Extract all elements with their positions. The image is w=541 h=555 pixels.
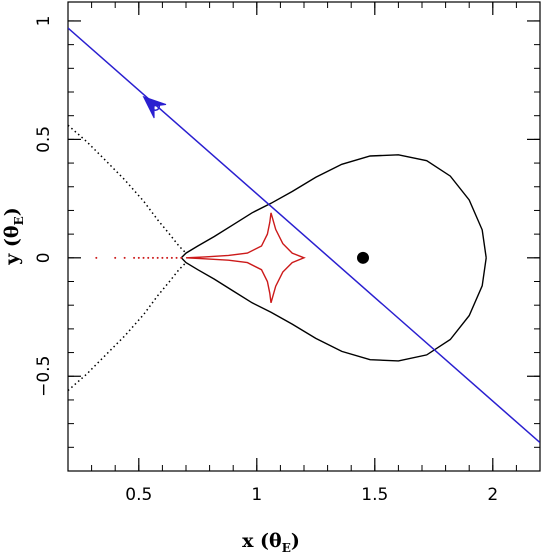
x-axis-label-main: x (θ	[242, 530, 282, 552]
x-axis-label-close: )	[291, 530, 300, 552]
source-trajectory-line	[68, 27, 540, 444]
direction-arrow-icon	[142, 95, 167, 119]
critical-curve-outer-upper	[68, 124, 187, 254]
y-axis-label-main: y (θ	[1, 225, 23, 265]
caustic-tail-dot	[161, 256, 164, 259]
y-tick-label: 0	[34, 252, 54, 263]
plot-content	[68, 27, 540, 444]
caustic-tail-dot	[95, 256, 98, 259]
x-axis-label: x (θE)	[242, 530, 300, 555]
y-tick-label: −0.5	[34, 356, 54, 397]
critical-curve	[180, 154, 487, 362]
caustic-tail-dot	[156, 256, 159, 259]
y-axis-label-close: )	[1, 207, 23, 216]
x-tick-label: 2	[487, 485, 498, 505]
svg-text:y (θE): y (θE)	[1, 207, 26, 265]
x-tick-label: 0.5	[125, 485, 152, 505]
caustic-curve	[185, 212, 306, 303]
y-axis-label-sub: E	[12, 216, 26, 225]
plot-frame	[67, 1, 541, 472]
caustic-tail-dot	[180, 256, 183, 259]
caustic-tail-dot	[137, 256, 140, 259]
x-axis-label-sub: E	[282, 541, 291, 555]
x-tick-label: 1.5	[361, 485, 388, 505]
caustic-tail-dot	[114, 256, 117, 259]
x-tick-label: 1	[251, 485, 262, 505]
caustic-tail-dot	[133, 256, 136, 259]
caustic-tail-dot	[147, 256, 150, 259]
caustic-tail-dot	[166, 256, 169, 259]
axis-ticks: 0.5 1 1.5 2 −0.5 0 0.5 1	[34, 2, 541, 505]
y-tick-label: 0.5	[34, 126, 54, 153]
y-tick-label: 1	[34, 16, 54, 27]
caustic-tail-dot	[151, 256, 154, 259]
caustic-tail-dot	[142, 256, 145, 259]
plot-curves	[68, 27, 540, 444]
critical-curve-outer-lower	[68, 262, 187, 392]
caustic-tail-dot	[175, 256, 178, 259]
caustic-tail-dot	[170, 256, 173, 259]
caustic-tail-dot	[123, 256, 126, 259]
lens-point	[357, 251, 369, 264]
svg-text:x (θE): x (θE)	[242, 530, 300, 555]
y-axis-label: y (θE)	[1, 207, 26, 265]
